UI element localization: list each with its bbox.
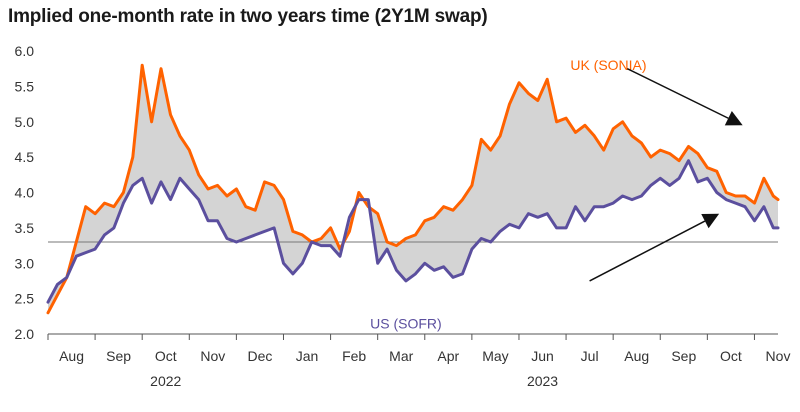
arrow-layer	[589, 68, 743, 282]
x-tick-label: Jul	[581, 348, 599, 364]
x-tick-label: Sep	[106, 348, 131, 364]
x-tick-label: Aug	[59, 348, 84, 364]
gap-fill-layer	[48, 65, 778, 313]
annotation-arrow-shaft	[589, 220, 706, 282]
uk-series-label: UK (SONIA)	[570, 57, 646, 73]
y-tick-label: 5.0	[15, 114, 35, 130]
x-tick-label: Apr	[437, 348, 459, 364]
x-tick-label: Feb	[342, 348, 366, 364]
y-tick-label: 4.0	[15, 185, 35, 201]
us-series-label: US (SOFR)	[370, 315, 442, 331]
year-label: 2022	[150, 373, 181, 389]
x-tick-label: Jun	[531, 348, 554, 364]
x-tick-label: May	[482, 348, 508, 364]
uk-sonia-line	[46, 63, 780, 315]
annotation-arrow-head	[701, 213, 720, 229]
us-sofr-line	[46, 159, 780, 304]
y-tick-label: 4.5	[15, 149, 35, 165]
series-layer	[46, 63, 780, 315]
y-tick-label: 3.0	[15, 255, 35, 271]
x-tick-label: Jan	[296, 348, 319, 364]
y-tick-label: 3.5	[15, 220, 35, 236]
y-tick-label: 2.0	[15, 326, 35, 342]
x-tick-label: Nov	[200, 348, 225, 364]
y-tick-label: 2.5	[15, 291, 35, 307]
annotation-arrow-head	[724, 111, 743, 126]
y-tick-label: 5.5	[15, 78, 35, 94]
x-tick-label: Oct	[720, 348, 742, 364]
chart-title: Implied one-month rate in two years time…	[8, 6, 488, 27]
label-layer: Aug Sep Oct Nov Dec Jan Feb Mar Apr May Jun Jul Aug S…	[15, 43, 791, 389]
x-tick-label: Sep	[671, 348, 696, 364]
y-tick-label: 6.0	[15, 43, 35, 59]
year-label: 2023	[527, 373, 558, 389]
x-tick-label: Aug	[624, 348, 649, 364]
annotation-arrow-shaft	[626, 68, 729, 119]
axis-layer	[47, 333, 778, 340]
x-tick-label: Nov	[766, 348, 791, 364]
spread-area	[48, 65, 778, 313]
x-tick-label: Mar	[389, 348, 413, 364]
x-tick-label: Oct	[155, 348, 177, 364]
x-tick-label: Dec	[247, 348, 272, 364]
